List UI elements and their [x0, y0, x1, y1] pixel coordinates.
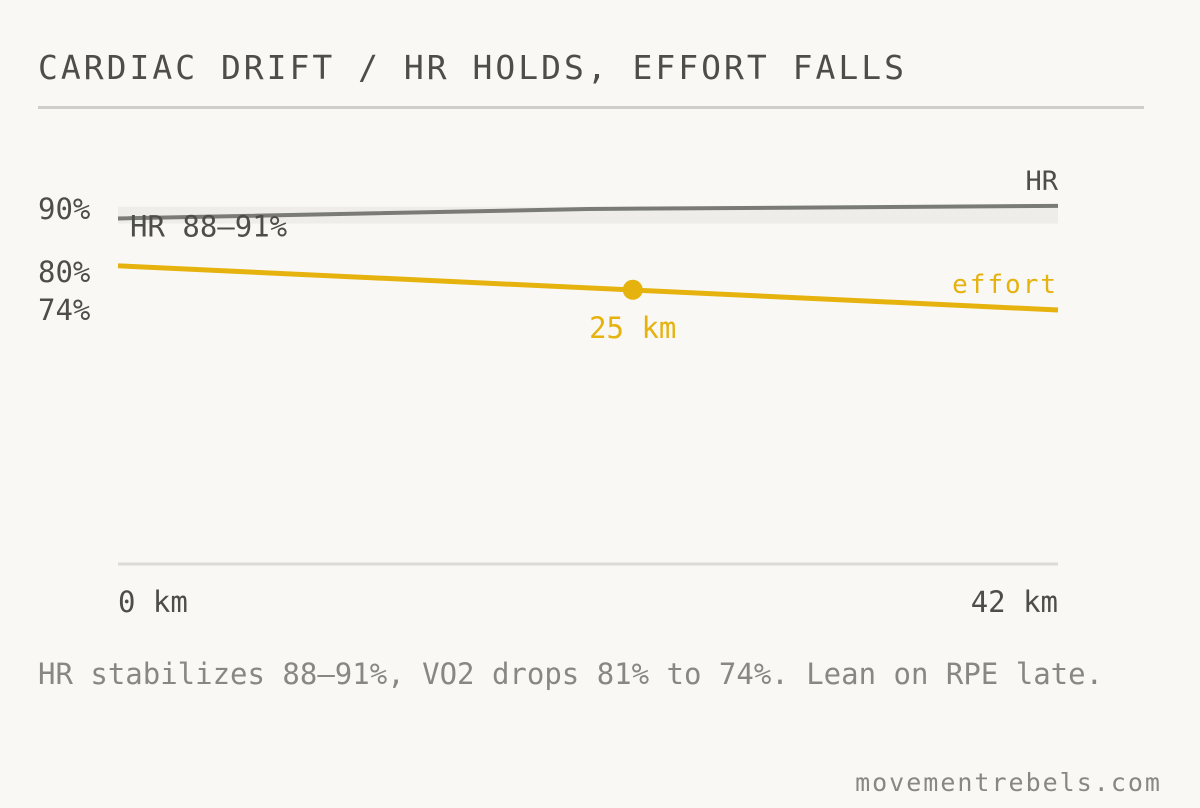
annotation-label: 25 km	[589, 311, 676, 345]
source-credit: movementrebels.com	[855, 768, 1162, 797]
annotation-marker	[622, 279, 643, 300]
x-tick-label: 0 km	[118, 585, 188, 619]
y-tick-label: 80%	[38, 255, 90, 289]
y-tick-label: 90%	[38, 192, 90, 226]
chart-title: CARDIAC DRIFT / HR HOLDS, EFFORT FALLS	[38, 48, 907, 87]
series-line-effort	[117, 263, 1059, 313]
series-label-hr: HR	[1025, 166, 1058, 197]
drift-chart: 90% 80% 74% 0 km 42 km HR effort HR 88–91% 25 km	[38, 166, 1059, 619]
band-label: HR 88–91%	[130, 209, 287, 243]
x-tick-label: 42 km	[971, 585, 1058, 619]
chart-caption: HR stabilizes 88–91%, VO2 drops 81% to 7…	[38, 657, 1104, 691]
series-line-hr	[117, 203, 1059, 221]
y-tick-label: 74%	[38, 293, 90, 327]
series-label-effort: effort	[952, 270, 1058, 300]
hr-band	[118, 206, 1058, 224]
title-divider	[38, 106, 1144, 109]
